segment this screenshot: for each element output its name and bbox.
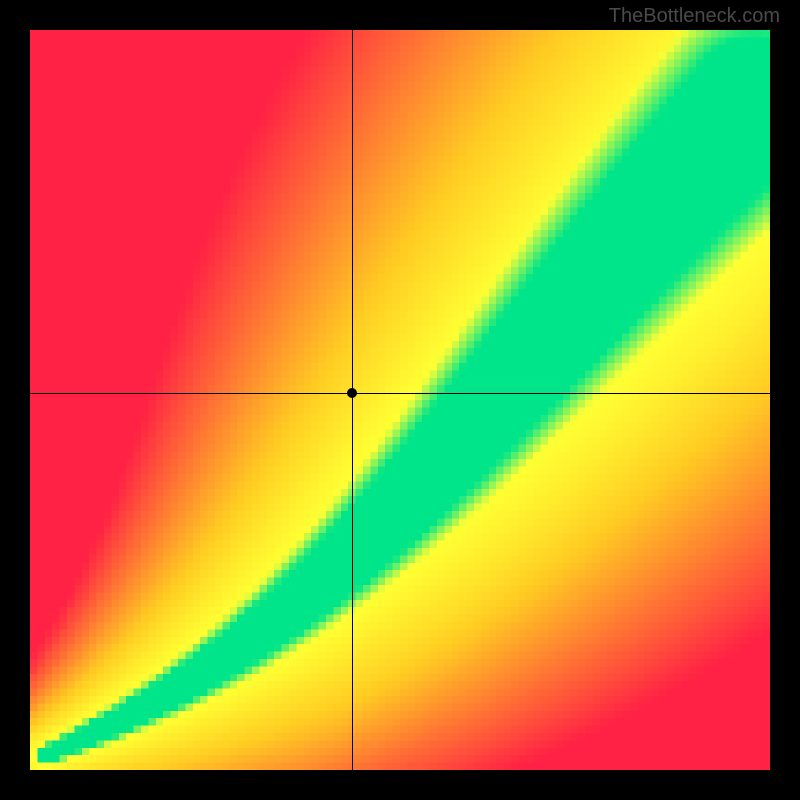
heatmap-plot-area [30, 30, 770, 770]
watermark-text: TheBottleneck.com [609, 5, 780, 28]
crosshair-marker [347, 388, 357, 398]
crosshair-horizontal [30, 393, 770, 394]
heatmap-canvas [30, 30, 770, 770]
crosshair-vertical [352, 30, 353, 770]
